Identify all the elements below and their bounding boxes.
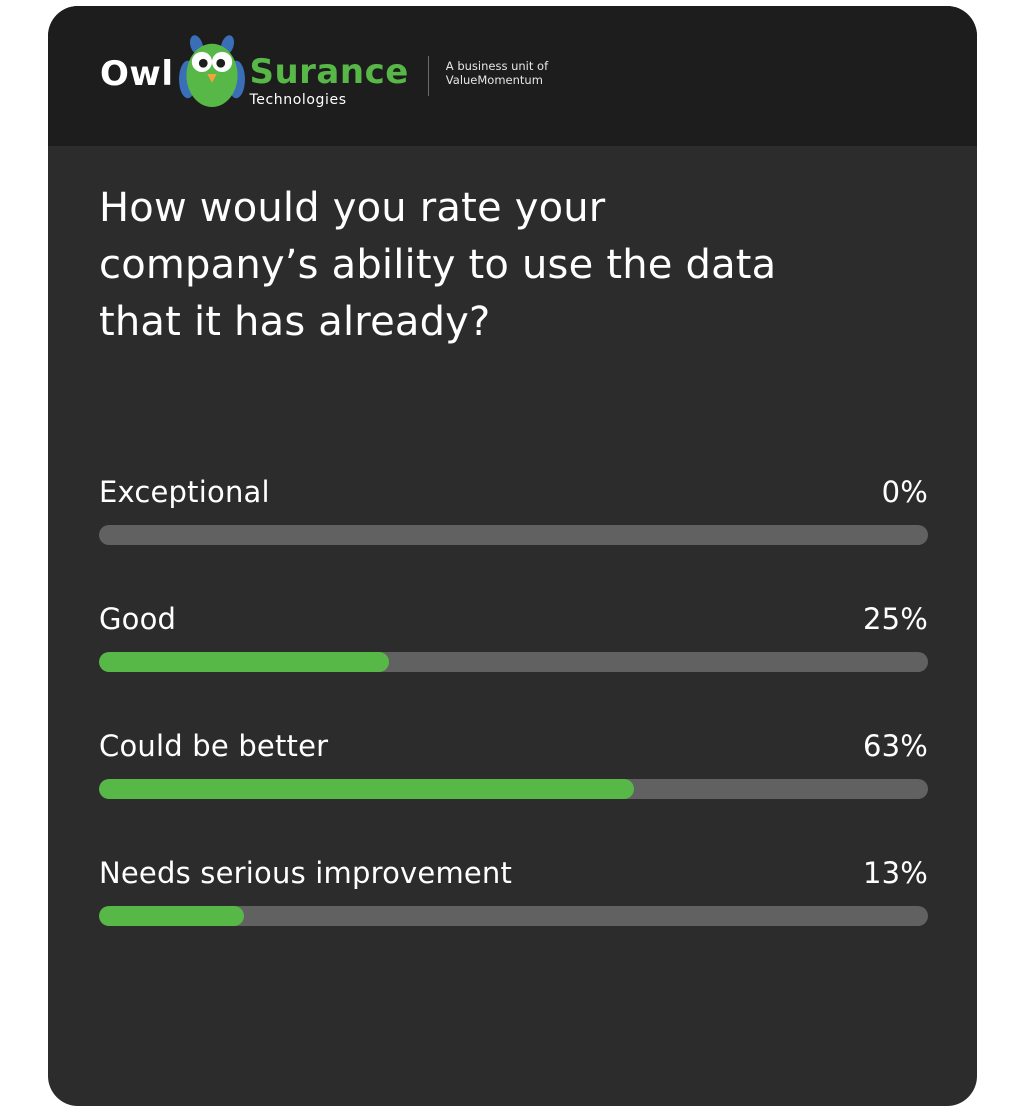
option-percent: 13% [862,856,928,890]
owl-mascot-icon [179,35,246,107]
poll-question: How would you rate your company’s abilit… [99,185,777,345]
tagline-line-2: ValueMomentum [445,73,543,87]
poll-row-exceptional: Exceptional 0% [99,474,928,545]
option-percent: 0% [881,475,928,509]
option-label: Could be better [99,729,329,763]
poll-row-could-be-better: Could be better 63% [99,728,928,799]
logo-text-column: Surance Technologies [249,55,408,108]
tagline-line-1: A business unit of [445,59,549,73]
poll-results: Exceptional 0% Good 25% Could be bet [99,474,928,926]
poll-body: How would you rate your company’s abilit… [48,180,977,926]
logo-text-surance: Surance [249,51,409,92]
bar-track [99,652,928,672]
poll-card: Owl Surance Technologies A business unit [48,6,977,1106]
option-label: Needs serious improvement [99,856,513,890]
bar-fill [99,652,390,672]
option-percent: 63% [862,729,928,763]
bar-track [99,906,928,926]
logo-text-owl: Owl [100,54,174,94]
bar-track [99,525,928,545]
bar-track [99,779,928,799]
option-percent: 25% [862,602,928,636]
option-label: Good [99,602,177,636]
business-unit-tagline: A business unit of ValueMomentum [446,59,548,87]
logo-divider [427,56,429,96]
owlsurance-logo: Owl Surance Technologies A business unit [100,35,548,109]
bar-fill [99,779,634,799]
logo-text-technologies: Technologies [249,91,347,108]
poll-row-needs-serious-improvement: Needs serious improvement 13% [99,855,928,926]
brand-header: Owl Surance Technologies A business unit [48,6,977,146]
bar-fill [99,906,245,926]
option-label: Exceptional [99,475,270,509]
poll-row-good: Good 25% [99,601,928,672]
